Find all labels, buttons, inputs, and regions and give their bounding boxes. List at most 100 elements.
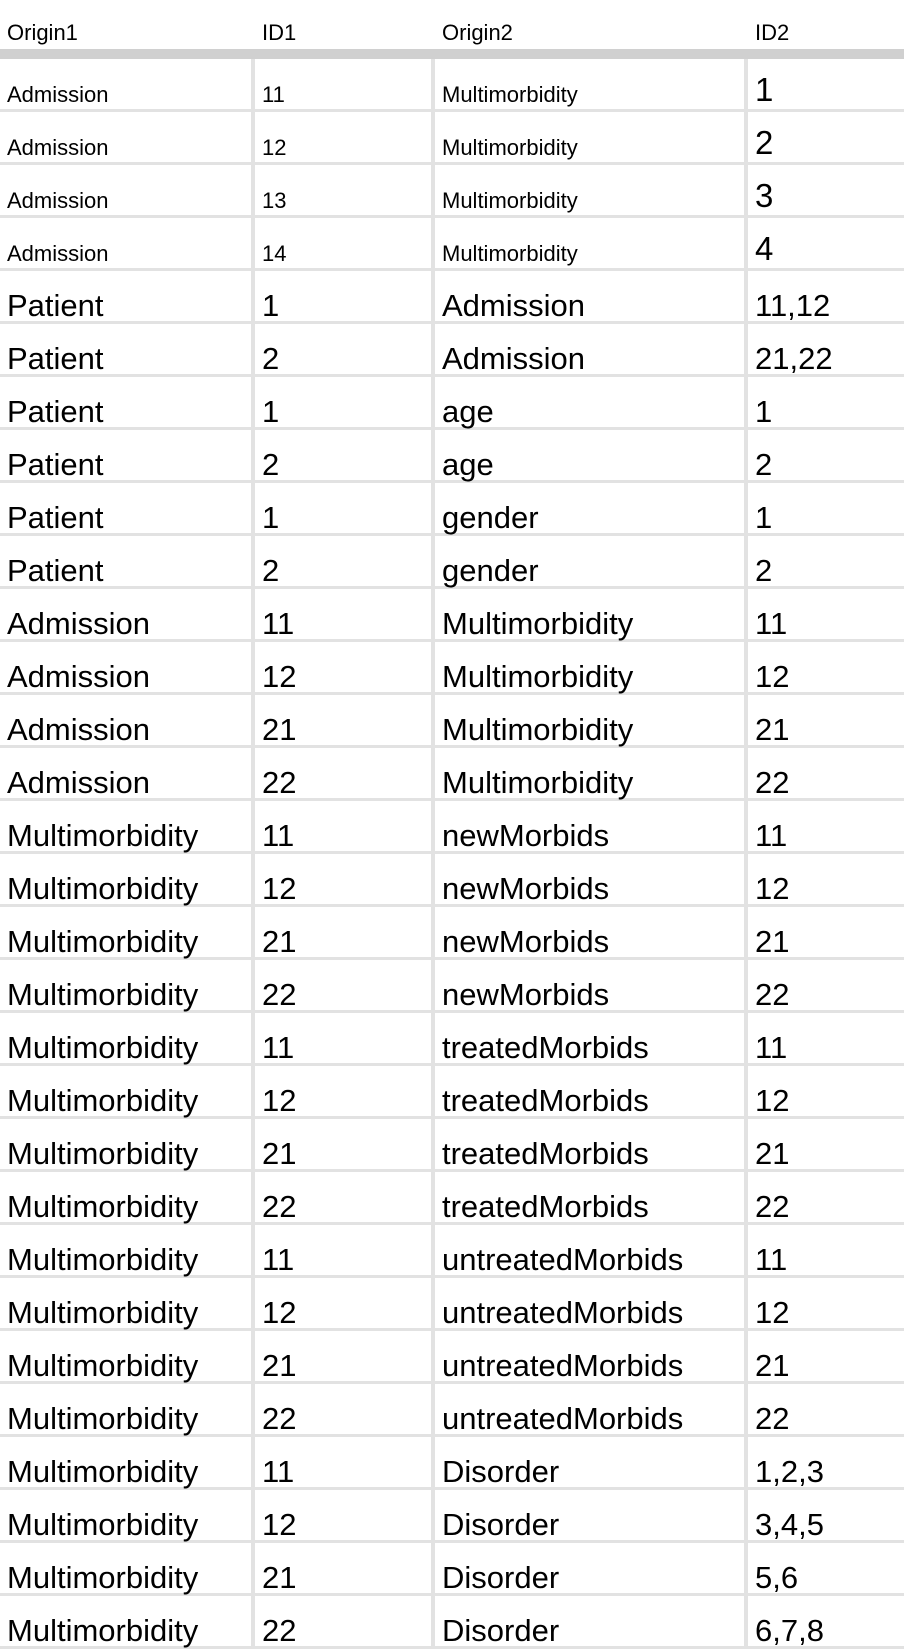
- cell-origin1[interactable]: Multimorbidity: [7, 1454, 199, 1489]
- cell-origin2[interactable]: newMorbids: [442, 871, 610, 906]
- cell-origin1[interactable]: Multimorbidity: [7, 871, 199, 906]
- cell-id1[interactable]: 22: [262, 977, 297, 1012]
- cell-id2[interactable]: 3: [755, 177, 774, 214]
- cell-id2[interactable]: 1,2,3: [755, 1454, 824, 1489]
- cell-id2[interactable]: 22: [755, 765, 790, 800]
- cell-id1[interactable]: 22: [262, 765, 297, 800]
- cell-origin1[interactable]: Admission: [7, 135, 109, 160]
- cell-origin1[interactable]: Multimorbidity: [7, 1242, 199, 1277]
- cell-id2[interactable]: 21: [755, 1348, 790, 1383]
- cell-origin1[interactable]: Multimorbidity: [7, 1560, 199, 1595]
- cell-origin1[interactable]: Multimorbidity: [7, 977, 199, 1012]
- cell-id1[interactable]: 11: [262, 1454, 295, 1489]
- cell-id1[interactable]: 11: [262, 818, 295, 853]
- cell-origin1[interactable]: Admission: [7, 82, 109, 107]
- cell-origin1[interactable]: Multimorbidity: [7, 1136, 199, 1171]
- cell-id1[interactable]: 14: [262, 241, 287, 266]
- cell-origin1[interactable]: Admission: [7, 765, 150, 800]
- cell-origin2[interactable]: untreatedMorbids: [442, 1348, 684, 1383]
- cell-origin2[interactable]: Disorder: [442, 1507, 560, 1542]
- cell-id2[interactable]: 12: [755, 1083, 790, 1118]
- header-id2[interactable]: ID2: [755, 20, 790, 45]
- cell-origin1[interactable]: Patient: [7, 288, 104, 323]
- cell-id1[interactable]: 21: [262, 1348, 297, 1383]
- cell-id2[interactable]: 3,4,5: [755, 1507, 824, 1542]
- cell-id1[interactable]: 1: [262, 288, 280, 323]
- cell-id1[interactable]: 11: [262, 82, 285, 107]
- cell-id2[interactable]: 21: [755, 924, 790, 959]
- cell-id2[interactable]: 2: [755, 553, 773, 588]
- cell-origin2[interactable]: Admission: [442, 288, 585, 323]
- cell-origin2[interactable]: Multimorbidity: [442, 135, 578, 160]
- cell-id2[interactable]: 4: [755, 230, 774, 267]
- cell-id1[interactable]: 21: [262, 712, 297, 747]
- header-origin2[interactable]: Origin2: [442, 20, 513, 45]
- cell-origin2[interactable]: Multimorbidity: [442, 659, 634, 694]
- cell-origin1[interactable]: Multimorbidity: [7, 1189, 199, 1224]
- cell-origin2[interactable]: Multimorbidity: [442, 82, 578, 107]
- cell-id1[interactable]: 22: [262, 1613, 297, 1648]
- cell-origin2[interactable]: Multimorbidity: [442, 241, 578, 266]
- cell-origin1[interactable]: Multimorbidity: [7, 1030, 199, 1065]
- cell-id2[interactable]: 12: [755, 659, 790, 694]
- cell-id2[interactable]: 12: [755, 871, 790, 906]
- cell-id2[interactable]: 21,22: [755, 341, 833, 376]
- cell-origin2[interactable]: Multimorbidity: [442, 606, 634, 641]
- cell-origin2[interactable]: newMorbids: [442, 977, 610, 1012]
- cell-origin1[interactable]: Multimorbidity: [7, 1613, 199, 1648]
- cell-origin1[interactable]: Patient: [7, 553, 104, 588]
- cell-origin2[interactable]: Multimorbidity: [442, 712, 634, 747]
- cell-origin2[interactable]: Admission: [442, 341, 585, 376]
- cell-id1[interactable]: 12: [262, 1295, 297, 1330]
- cell-id2[interactable]: 22: [755, 1401, 790, 1436]
- cell-origin1[interactable]: Multimorbidity: [7, 1507, 199, 1542]
- cell-origin2[interactable]: Disorder: [442, 1454, 560, 1489]
- cell-id1[interactable]: 12: [262, 1507, 297, 1542]
- cell-origin2[interactable]: gender: [442, 500, 539, 535]
- cell-origin2[interactable]: treatedMorbids: [442, 1030, 649, 1065]
- cell-origin2[interactable]: newMorbids: [442, 924, 610, 959]
- cell-id2[interactable]: 11: [755, 818, 788, 853]
- cell-origin1[interactable]: Multimorbidity: [7, 818, 199, 853]
- cell-origin2[interactable]: untreatedMorbids: [442, 1295, 684, 1330]
- cell-id2[interactable]: 5,6: [755, 1560, 799, 1595]
- header-origin1[interactable]: Origin1: [7, 20, 78, 45]
- cell-id1[interactable]: 21: [262, 1560, 297, 1595]
- cell-origin1[interactable]: Patient: [7, 341, 104, 376]
- cell-id1[interactable]: 12: [262, 659, 297, 694]
- cell-id2[interactable]: 2: [755, 124, 774, 161]
- cell-id2[interactable]: 11: [755, 1242, 788, 1277]
- cell-id1[interactable]: 21: [262, 1136, 297, 1171]
- cell-id2[interactable]: 21: [755, 712, 790, 747]
- cell-id1[interactable]: 12: [262, 135, 287, 160]
- cell-origin1[interactable]: Admission: [7, 606, 150, 641]
- cell-id1[interactable]: 11: [262, 606, 295, 641]
- cell-origin1[interactable]: Patient: [7, 500, 104, 535]
- cell-id1[interactable]: 11: [262, 1242, 295, 1277]
- cell-id1[interactable]: 11: [262, 1030, 295, 1065]
- cell-origin1[interactable]: Multimorbidity: [7, 1083, 199, 1118]
- cell-origin1[interactable]: Multimorbidity: [7, 1348, 199, 1383]
- header-id1[interactable]: ID1: [262, 20, 297, 45]
- cell-origin1[interactable]: Admission: [7, 241, 109, 266]
- cell-id2[interactable]: 2: [755, 447, 773, 482]
- cell-id2[interactable]: 11,12: [755, 288, 831, 323]
- cell-origin1[interactable]: Multimorbidity: [7, 1295, 199, 1330]
- cell-origin1[interactable]: Admission: [7, 659, 150, 694]
- cell-origin1[interactable]: Multimorbidity: [7, 1401, 199, 1436]
- cell-origin2[interactable]: Disorder: [442, 1613, 560, 1648]
- cell-origin1[interactable]: Patient: [7, 394, 104, 429]
- cell-id1[interactable]: 1: [262, 394, 280, 429]
- cell-id2[interactable]: 21: [755, 1136, 790, 1171]
- cell-origin2[interactable]: untreatedMorbids: [442, 1242, 684, 1277]
- cell-origin1[interactable]: Patient: [7, 447, 104, 482]
- cell-id2[interactable]: 11: [755, 1030, 788, 1065]
- cell-id1[interactable]: 2: [262, 553, 280, 588]
- cell-id1[interactable]: 12: [262, 871, 297, 906]
- cell-origin1[interactable]: Admission: [7, 712, 150, 747]
- cell-origin2[interactable]: treatedMorbids: [442, 1189, 649, 1224]
- cell-id1[interactable]: 12: [262, 1083, 297, 1118]
- cell-id2[interactable]: 1: [755, 394, 773, 429]
- cell-origin2[interactable]: gender: [442, 553, 539, 588]
- cell-origin2[interactable]: age: [442, 447, 494, 482]
